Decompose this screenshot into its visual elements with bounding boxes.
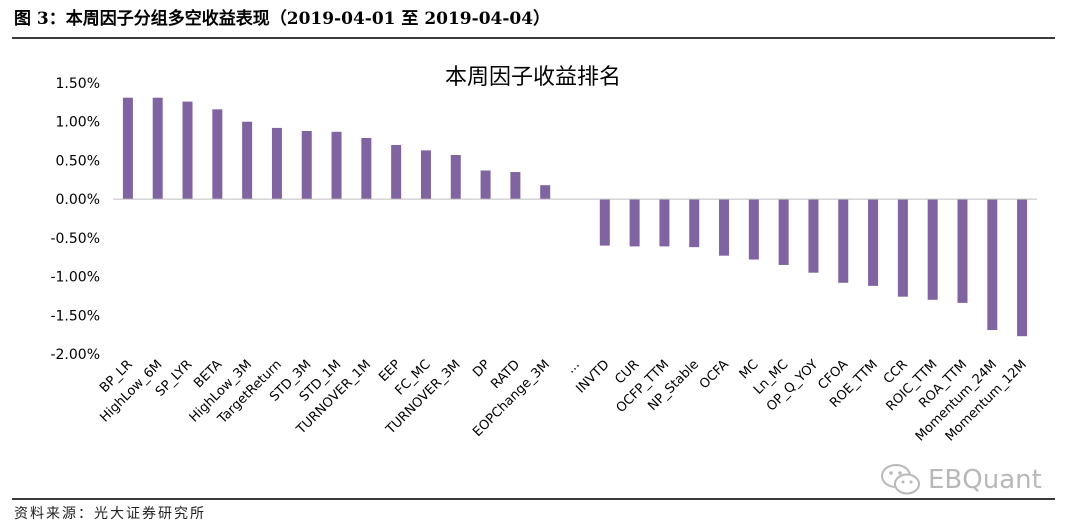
x-tick-label: ... bbox=[563, 357, 582, 376]
bar bbox=[152, 97, 163, 200]
bar bbox=[361, 137, 372, 200]
watermark-text: EBQuant bbox=[928, 465, 1042, 495]
bar bbox=[301, 131, 312, 200]
bar bbox=[689, 199, 700, 248]
bar bbox=[868, 199, 879, 286]
bar bbox=[510, 172, 521, 200]
bar bbox=[659, 199, 670, 247]
bar bbox=[540, 185, 551, 200]
bar bbox=[480, 170, 491, 200]
bar bbox=[391, 144, 402, 200]
bar bbox=[897, 199, 908, 297]
top-rule bbox=[12, 37, 1055, 39]
bar bbox=[1017, 199, 1028, 337]
y-tick-label: -0.50% bbox=[50, 231, 100, 247]
y-tick-label: -2.00% bbox=[50, 347, 100, 363]
bottom-rule bbox=[12, 498, 1055, 500]
x-axis-labels: BP_LRHighLow_6MSP_LYRBETAHighLow_3MTarge… bbox=[97, 357, 1030, 444]
bar bbox=[212, 109, 223, 200]
bar bbox=[927, 199, 938, 300]
bar bbox=[271, 127, 282, 200]
y-tick-label: 1.50% bbox=[56, 76, 100, 92]
bar bbox=[629, 199, 640, 247]
x-tick-label: OCFA bbox=[697, 357, 732, 392]
bar bbox=[599, 199, 610, 246]
wechat-icon bbox=[881, 464, 920, 495]
bar bbox=[719, 199, 730, 256]
bar bbox=[122, 97, 133, 200]
y-tick-label: -1.00% bbox=[50, 270, 100, 286]
bar bbox=[957, 199, 968, 303]
source-note: 资料来源：光大证券研究所 bbox=[14, 506, 206, 522]
bar bbox=[838, 199, 849, 283]
bar bbox=[778, 199, 789, 265]
figure-caption: 图 3：本周因子分组多空收益表现（2019-04-01 至 2019-04-04… bbox=[14, 9, 551, 29]
bar bbox=[182, 101, 193, 200]
bar bbox=[748, 199, 759, 260]
chart-title: 本周因子收益排名 bbox=[445, 65, 621, 90]
y-axis: 1.50% 1.00% 0.50% 0.00% -0.50% -1.00% -1.50% -2… bbox=[50, 76, 100, 363]
x-tick-label: INVTD bbox=[573, 357, 612, 396]
y-tick-label: 1.00% bbox=[56, 115, 100, 131]
y-tick-label: 0.50% bbox=[56, 153, 100, 169]
x-tick-label: MC bbox=[737, 357, 762, 382]
watermark: EBQuant bbox=[880, 460, 1042, 500]
bar bbox=[987, 199, 998, 330]
bars bbox=[122, 97, 1028, 337]
y-tick-label: 0.00% bbox=[56, 192, 100, 208]
bar bbox=[420, 150, 431, 200]
bar bbox=[331, 131, 342, 200]
bar bbox=[450, 155, 461, 200]
x-tick-label: DP bbox=[470, 357, 493, 380]
bar bbox=[808, 199, 819, 273]
bar-chart: 本周因子收益排名 1.50% 1.00% 0.50% 0.00% -0.50% -1.00… bbox=[50, 65, 1037, 444]
bar bbox=[242, 121, 253, 200]
y-tick-label: -1.50% bbox=[50, 308, 100, 324]
